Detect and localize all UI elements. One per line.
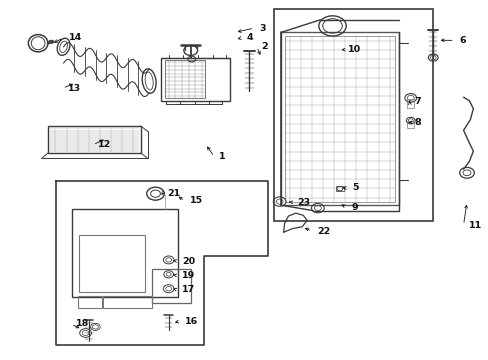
Text: 12: 12	[98, 140, 111, 149]
Bar	[78, 296, 102, 308]
Text: 4: 4	[246, 33, 253, 42]
Bar	[407, 99, 413, 108]
Text: 22: 22	[316, 227, 329, 236]
Text: 16: 16	[184, 317, 198, 325]
Bar	[79, 235, 145, 292]
Bar	[281, 32, 398, 205]
Text: 17: 17	[182, 285, 195, 294]
Text: 21: 21	[167, 189, 180, 198]
Bar	[151, 269, 190, 303]
Bar	[336, 186, 343, 191]
Text: 2: 2	[261, 42, 268, 51]
Bar	[161, 58, 229, 101]
Text: 23: 23	[297, 198, 310, 207]
Bar	[407, 121, 413, 128]
Text: 11: 11	[468, 220, 481, 230]
Text: 18: 18	[76, 320, 89, 328]
Text: 7: 7	[414, 97, 421, 106]
Text: 1: 1	[219, 152, 225, 161]
Bar	[273, 9, 432, 221]
Text: 19: 19	[182, 271, 195, 280]
Bar	[165, 60, 205, 98]
Text: 8: 8	[414, 118, 421, 127]
Text: 10: 10	[347, 45, 361, 54]
Text: 13: 13	[67, 84, 81, 93]
Text: 14: 14	[68, 33, 81, 42]
Text: 9: 9	[350, 202, 357, 211]
Text: 3: 3	[259, 23, 265, 32]
Bar	[48, 126, 141, 153]
Bar	[72, 209, 177, 297]
Text: 20: 20	[182, 256, 195, 265]
Text: 6: 6	[459, 36, 466, 45]
Text: 5: 5	[351, 184, 358, 192]
Text: 15: 15	[189, 197, 203, 205]
Bar	[102, 296, 151, 308]
Bar	[284, 36, 394, 202]
